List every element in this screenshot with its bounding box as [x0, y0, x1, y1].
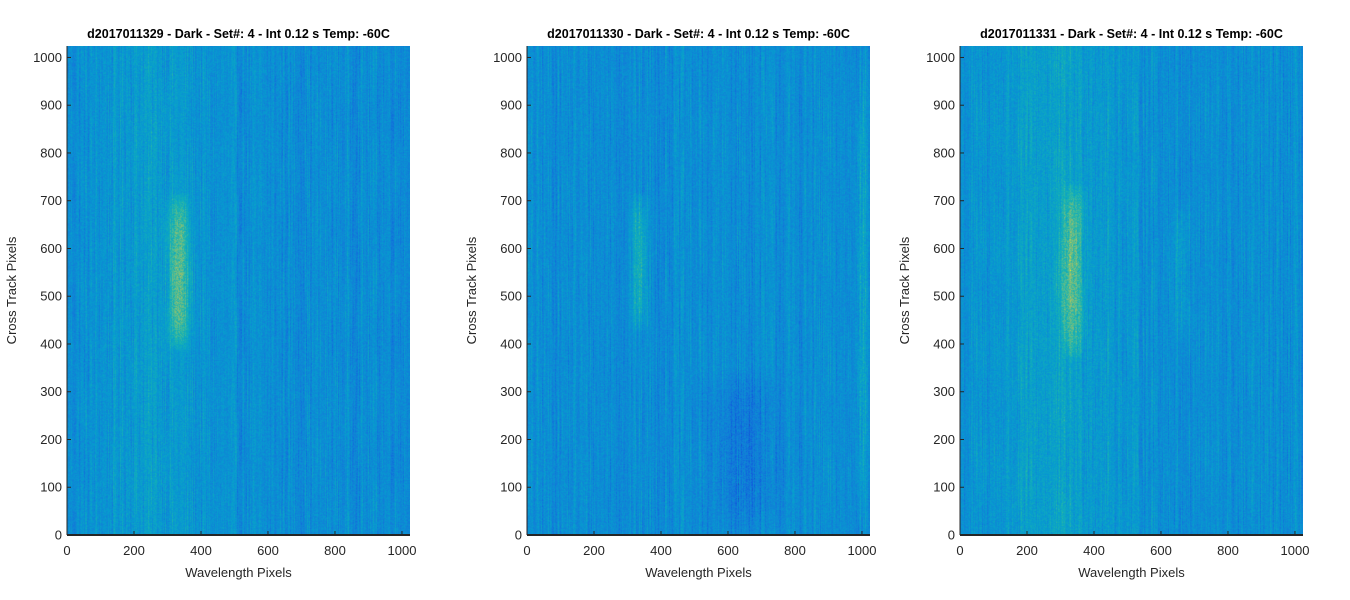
x-tick-label: 0	[956, 543, 963, 558]
y-tick-label: 200	[40, 432, 62, 447]
x-tick-label: 400	[650, 543, 672, 558]
y-tick-label: 200	[933, 432, 955, 447]
y-tick-label: 800	[933, 145, 955, 160]
y-tick-label: 900	[500, 98, 522, 113]
x-tick-label: 400	[1083, 543, 1105, 558]
subplot-1: 0 200 400 600 800 1000 0 100 200 300 400 500 600 700 8…	[4, 27, 416, 580]
y-tick-label: 0	[515, 528, 522, 543]
y-tick-label: 1000	[493, 50, 522, 65]
heatmap-image	[67, 46, 410, 535]
x-tick-label: 600	[257, 543, 279, 558]
y-tick-label: 1000	[926, 50, 955, 65]
x-tick-label: 800	[784, 543, 806, 558]
x-axis-label: Wavelength Pixels	[185, 565, 292, 580]
y-tick-label: 400	[500, 336, 522, 351]
x-tick-label: 1000	[1281, 543, 1310, 558]
y-tick-label: 500	[933, 289, 955, 304]
x-tick-label: 200	[583, 543, 605, 558]
y-tick-label: 400	[933, 336, 955, 351]
x-tick-label: 400	[190, 543, 212, 558]
y-tick-label: 900	[933, 98, 955, 113]
x-tick-label: 200	[123, 543, 145, 558]
y-tick-label: 600	[40, 241, 62, 256]
y-tick-label: 100	[40, 480, 62, 495]
x-tick-label: 800	[1217, 543, 1239, 558]
x-axis-label: Wavelength Pixels	[645, 565, 752, 580]
y-tick-label: 1000	[33, 50, 62, 65]
y-tick-label: 300	[40, 384, 62, 399]
y-axis-label: Cross Track Pixels	[464, 236, 479, 344]
heatmap-image	[960, 46, 1303, 535]
heatmap-image	[527, 46, 870, 535]
y-tick-label: 200	[500, 432, 522, 447]
y-tick-label: 500	[500, 289, 522, 304]
chart-title: d2017011331 - Dark - Set#: 4 - Int 0.12 …	[980, 27, 1283, 41]
x-tick-label: 1000	[848, 543, 877, 558]
x-tick-label: 0	[63, 543, 70, 558]
chart-title: d2017011329 - Dark - Set#: 4 - Int 0.12 …	[87, 27, 390, 41]
subplot-2: 0 200 400 600 800 1000 0 100 200 300 400 500 600 700 8…	[464, 27, 876, 580]
y-tick-label: 800	[500, 145, 522, 160]
y-tick-label: 100	[500, 480, 522, 495]
x-tick-label: 1000	[388, 543, 417, 558]
y-tick-label: 0	[948, 528, 955, 543]
y-tick-label: 900	[40, 98, 62, 113]
x-axis-label: Wavelength Pixels	[1078, 565, 1185, 580]
y-tick-label: 600	[933, 241, 955, 256]
x-tick-label: 200	[1016, 543, 1038, 558]
y-tick-label: 600	[500, 241, 522, 256]
y-tick-label: 300	[500, 384, 522, 399]
y-tick-label: 700	[40, 193, 62, 208]
y-axis-label: Cross Track Pixels	[897, 236, 912, 344]
y-tick-label: 0	[55, 528, 62, 543]
x-tick-label: 0	[523, 543, 530, 558]
y-tick-label: 700	[933, 193, 955, 208]
subplot-3: 0 200 400 600 800 1000 0 100 200 300 400 500 600 700 8…	[897, 27, 1309, 580]
y-tick-label: 100	[933, 480, 955, 495]
y-tick-label: 400	[40, 336, 62, 351]
y-axis-label: Cross Track Pixels	[4, 236, 19, 344]
x-tick-label: 800	[324, 543, 346, 558]
x-tick-label: 600	[717, 543, 739, 558]
chart-title: d2017011330 - Dark - Set#: 4 - Int 0.12 …	[547, 27, 850, 41]
y-tick-label: 300	[933, 384, 955, 399]
y-tick-label: 800	[40, 145, 62, 160]
y-tick-label: 500	[40, 289, 62, 304]
x-tick-label: 600	[1150, 543, 1172, 558]
y-tick-label: 700	[500, 193, 522, 208]
